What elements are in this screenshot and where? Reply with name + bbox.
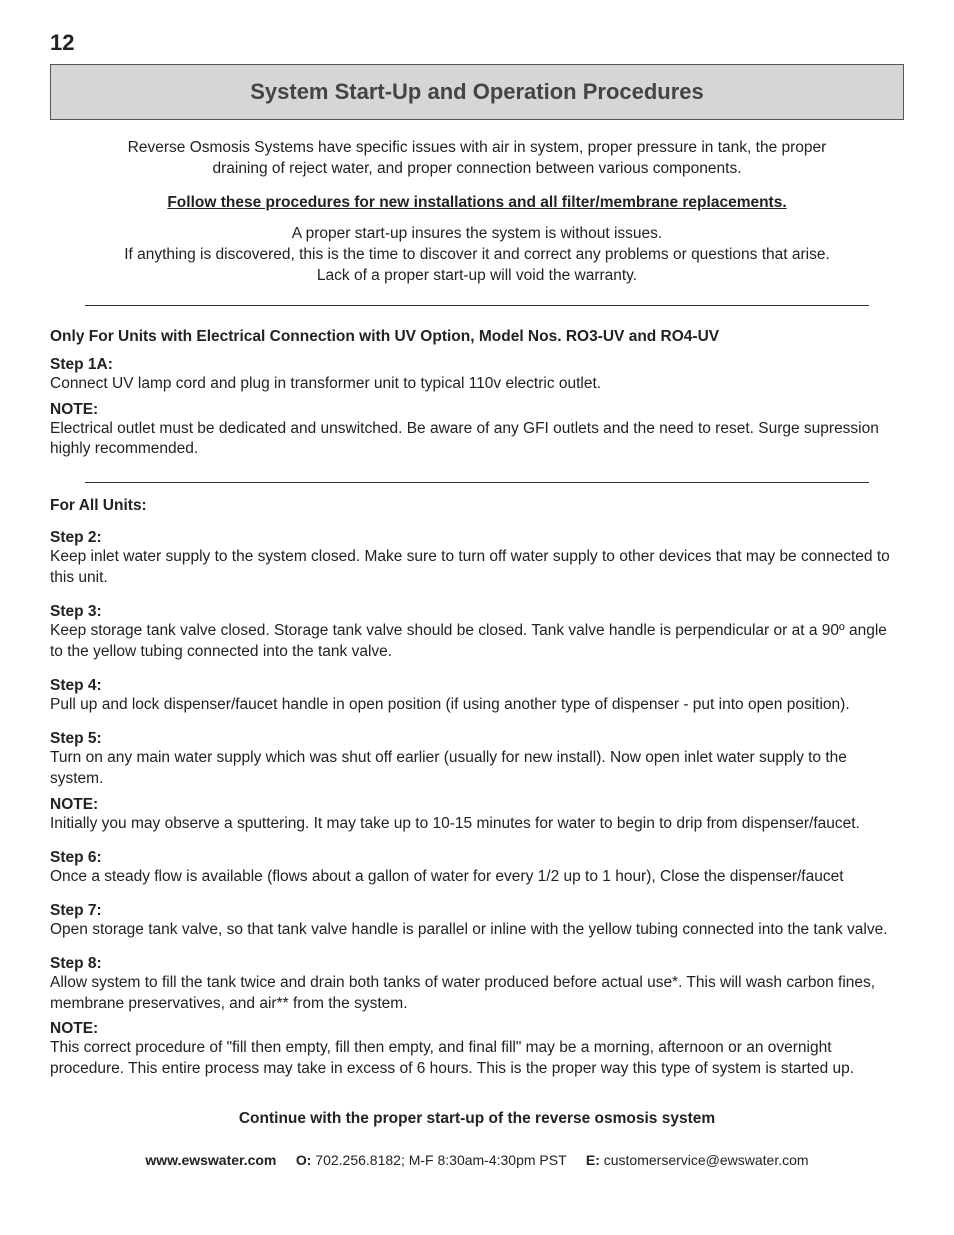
step-2-label: Step 2: bbox=[50, 529, 904, 547]
footer-email-label: E: bbox=[586, 1152, 600, 1168]
note-8-body: This correct procedure of "fill then emp… bbox=[50, 1038, 904, 1080]
step-1a-label: Step 1A: bbox=[50, 356, 904, 374]
step-5-body: Turn on any main water supply which was … bbox=[50, 748, 904, 790]
step-5-label: Step 5: bbox=[50, 730, 904, 748]
step-6-label: Step 6: bbox=[50, 849, 904, 867]
uv-section-heading: Only For Units with Electrical Connectio… bbox=[50, 328, 904, 346]
startup-paragraph: A proper start-up insures the system is … bbox=[120, 224, 834, 287]
document-page: 12 System Start-Up and Operation Procedu… bbox=[0, 0, 954, 1235]
page-footer: www.ewswater.com O: 702.256.8182; M-F 8:… bbox=[50, 1152, 904, 1168]
footer-website: www.ewswater.com bbox=[145, 1152, 276, 1168]
all-units-heading: For All Units: bbox=[50, 497, 904, 515]
footer-email: customerservice@ewswater.com bbox=[604, 1152, 809, 1168]
note-1-label: NOTE: bbox=[50, 401, 904, 419]
note-5-body: Initially you may observe a sputtering. … bbox=[50, 814, 904, 835]
note-8-label: NOTE: bbox=[50, 1020, 904, 1038]
intro-paragraph: Reverse Osmosis Systems have specific is… bbox=[110, 138, 844, 180]
divider bbox=[85, 305, 869, 306]
step-7-label: Step 7: bbox=[50, 902, 904, 920]
page-number: 12 bbox=[50, 30, 904, 56]
step-4-label: Step 4: bbox=[50, 677, 904, 695]
step-8-label: Step 8: bbox=[50, 955, 904, 973]
page-title: System Start-Up and Operation Procedures bbox=[250, 79, 704, 104]
step-4-body: Pull up and lock dispenser/faucet handle… bbox=[50, 695, 904, 716]
continue-line: Continue with the proper start-up of the… bbox=[50, 1110, 904, 1128]
step-7-body: Open storage tank valve, so that tank va… bbox=[50, 920, 904, 941]
title-box: System Start-Up and Operation Procedures bbox=[50, 64, 904, 120]
follow-instructions-line: Follow these procedures for new installa… bbox=[50, 194, 904, 212]
step-3-label: Step 3: bbox=[50, 603, 904, 621]
step-8-body: Allow system to fill the tank twice and … bbox=[50, 973, 904, 1015]
note-5-label: NOTE: bbox=[50, 796, 904, 814]
step-3-body: Keep storage tank valve closed. Storage … bbox=[50, 621, 904, 663]
note-1-body: Electrical outlet must be dedicated and … bbox=[50, 419, 904, 461]
step-1a-body: Connect UV lamp cord and plug in transfo… bbox=[50, 374, 904, 395]
footer-phone: 702.256.8182; M-F 8:30am-4:30pm PST bbox=[315, 1152, 566, 1168]
step-2-body: Keep inlet water supply to the system cl… bbox=[50, 547, 904, 589]
divider bbox=[85, 482, 869, 483]
footer-phone-label: O: bbox=[296, 1152, 312, 1168]
step-6-body: Once a steady flow is available (flows a… bbox=[50, 867, 904, 888]
